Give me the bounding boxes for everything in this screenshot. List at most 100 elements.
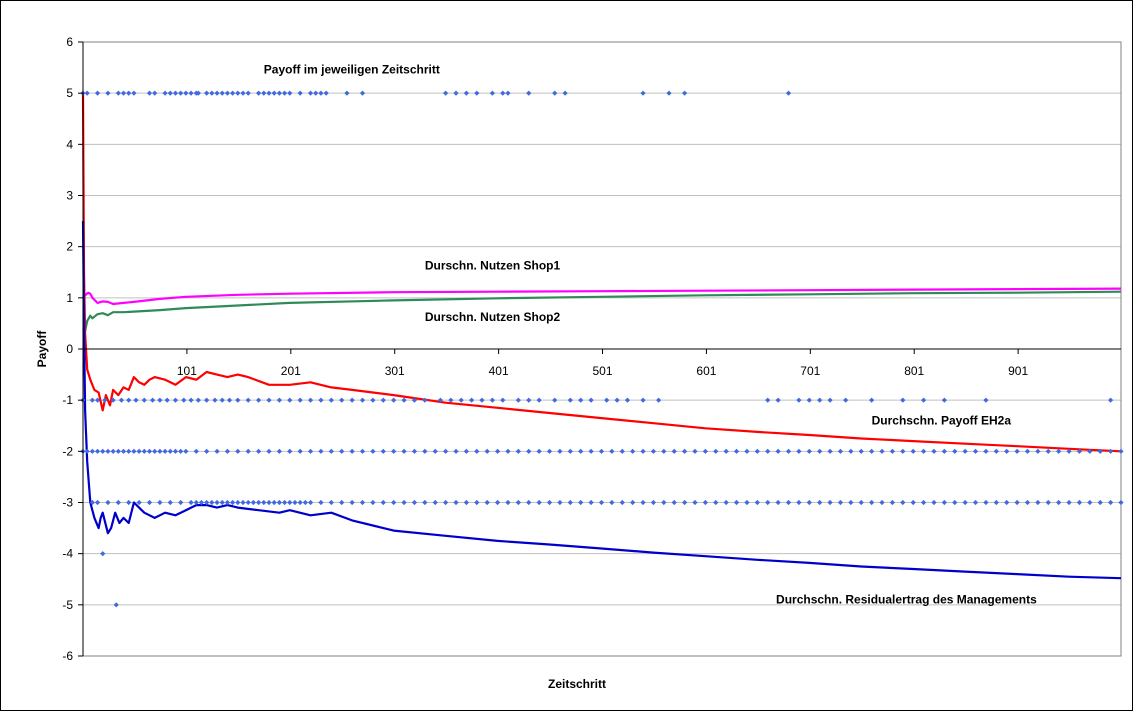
y-tick-label: 6: [66, 35, 73, 49]
data-point: [110, 397, 116, 403]
data-point: [94, 448, 101, 454]
data-point: [983, 499, 989, 506]
data-point: [84, 448, 90, 454]
data-point: [578, 448, 584, 454]
data-point: [817, 499, 823, 506]
x-axis-title: Zeitschritt: [548, 677, 606, 691]
data-point: [796, 499, 802, 506]
data-point: [1045, 448, 1051, 454]
data-point: [235, 499, 241, 506]
data-point: [302, 499, 308, 506]
data-point: [682, 499, 688, 506]
data-point: [245, 90, 251, 96]
data-point: [567, 499, 573, 506]
data-point: [198, 499, 205, 506]
data-point: [505, 499, 511, 506]
data-point: [328, 397, 334, 403]
data-point: [557, 448, 563, 454]
data-point: [255, 397, 262, 403]
data-point: [941, 499, 947, 506]
data-point: [84, 90, 90, 96]
data-point: [744, 448, 750, 454]
data-point: [105, 90, 111, 96]
data-point: [150, 397, 156, 403]
data-point: [869, 397, 875, 403]
y-tick-label: 1: [66, 291, 73, 305]
data-point: [146, 90, 153, 96]
data-point: [962, 499, 968, 506]
data-point: [661, 499, 667, 506]
data-point: [157, 499, 163, 506]
data-point: [250, 499, 257, 506]
data-point: [230, 499, 236, 506]
data-point: [172, 397, 179, 403]
data-point: [588, 397, 594, 403]
data-point: [266, 499, 272, 506]
data-point: [1097, 448, 1103, 454]
data-point: [266, 397, 272, 403]
data-point: [281, 90, 288, 96]
data-point: [307, 397, 314, 403]
data-point: [245, 397, 251, 403]
data-point: [494, 448, 501, 454]
data-point: [131, 448, 137, 454]
data-point: [661, 448, 667, 454]
data-point: [879, 448, 885, 454]
data-point: [1066, 448, 1072, 454]
annotations: Payoff im jeweiligen Zeitschritt Durschn.…: [264, 63, 1037, 607]
data-point: [235, 448, 241, 454]
data-point: [359, 448, 366, 454]
data-point: [837, 499, 844, 506]
data-point: [339, 499, 345, 506]
data-point: [126, 90, 132, 96]
data-point: [733, 448, 740, 454]
series-line: [82, 287, 1122, 306]
data-point: [484, 448, 490, 454]
data-point: [370, 448, 376, 454]
data-point: [167, 448, 173, 454]
data-point: [195, 397, 201, 403]
data-point: [817, 397, 823, 403]
data-point: [1108, 448, 1114, 454]
data-point: [193, 448, 199, 454]
data-point: [370, 499, 376, 506]
data-point: [682, 448, 688, 454]
data-point: [287, 448, 293, 454]
data-point: [276, 448, 282, 454]
data-point: [754, 499, 760, 506]
data-point: [224, 448, 231, 454]
data-point: [102, 397, 108, 403]
data-point: [526, 448, 532, 454]
data-point: [318, 448, 324, 454]
annotation-label: Payoff im jeweiligen Zeitschritt: [264, 63, 440, 77]
data-point: [453, 499, 459, 506]
data-point: [489, 397, 495, 403]
data-point: [287, 397, 293, 403]
data-point: [536, 499, 542, 506]
y-tick-label: 3: [66, 189, 73, 203]
data-point: [1108, 499, 1114, 506]
data-point: [437, 397, 444, 403]
data-point: [889, 499, 896, 506]
data-point: [1108, 397, 1114, 403]
data-point: [598, 499, 605, 506]
data-point: [983, 397, 989, 403]
data-point: [443, 90, 449, 96]
data-point: [287, 499, 293, 506]
data-point: [463, 499, 470, 506]
data-point: [500, 90, 506, 96]
data-point: [775, 397, 781, 403]
data-point: [448, 397, 454, 403]
data-point: [276, 499, 282, 506]
data-point: [245, 499, 251, 506]
x-tick-label: 401: [489, 364, 509, 378]
x-tick-label: 201: [281, 364, 301, 378]
data-point: [650, 499, 657, 506]
data-point: [993, 448, 999, 454]
data-point: [1035, 499, 1041, 506]
data-point: [266, 90, 272, 96]
data-point: [318, 397, 324, 403]
data-point: [1118, 499, 1124, 506]
data-point: [775, 448, 781, 454]
data-point: [879, 499, 885, 506]
